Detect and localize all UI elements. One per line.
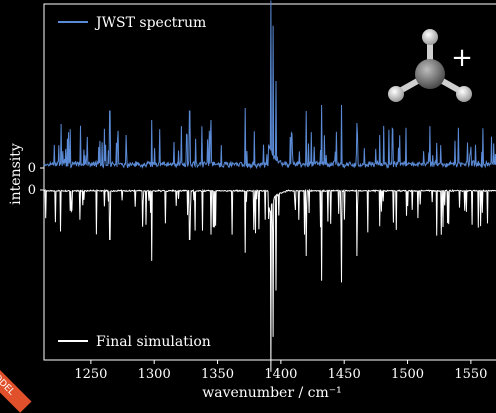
x-tick-label: 1550 (454, 367, 487, 382)
charge-label: + (451, 43, 473, 73)
y-tick-label: 0 (28, 183, 36, 198)
legend-label-jwst: JWST spectrum (94, 15, 206, 31)
y-tick-bottom: 0 (28, 183, 44, 198)
methyl-cation-molecule-icon: + (388, 29, 473, 102)
legend-label-simulation: Final simulation (96, 334, 211, 350)
chart: 0 0 1250 1300 1350 1400 1450 1500 1550 wavenum… (8, 0, 496, 401)
x-ticks: 1250 1300 1350 1400 1450 1500 1550 (74, 360, 487, 382)
legend-jwst: JWST spectrum (58, 15, 206, 31)
legend-simulation: Final simulation (58, 334, 211, 350)
x-tick-label: 1500 (391, 367, 424, 382)
y-tick-label: 0 (28, 161, 36, 176)
y-axis-title: intensity (8, 143, 24, 205)
series-line-jwst-spectrum (43, 0, 496, 170)
x-tick-label: 1450 (328, 367, 361, 382)
plot-frame (43, 3, 496, 361)
x-axis-title: wavenumber / cm⁻¹ (202, 385, 342, 401)
series-line-final-simulation (43, 188, 496, 372)
spectra-group (43, 0, 496, 372)
x-tick-label: 1350 (201, 367, 234, 382)
x-tick-label: 1400 (264, 367, 297, 382)
y-tick-top: 0 (28, 161, 44, 176)
x-tick-label: 1250 (74, 367, 107, 382)
x-tick-label: 1300 (138, 367, 171, 382)
